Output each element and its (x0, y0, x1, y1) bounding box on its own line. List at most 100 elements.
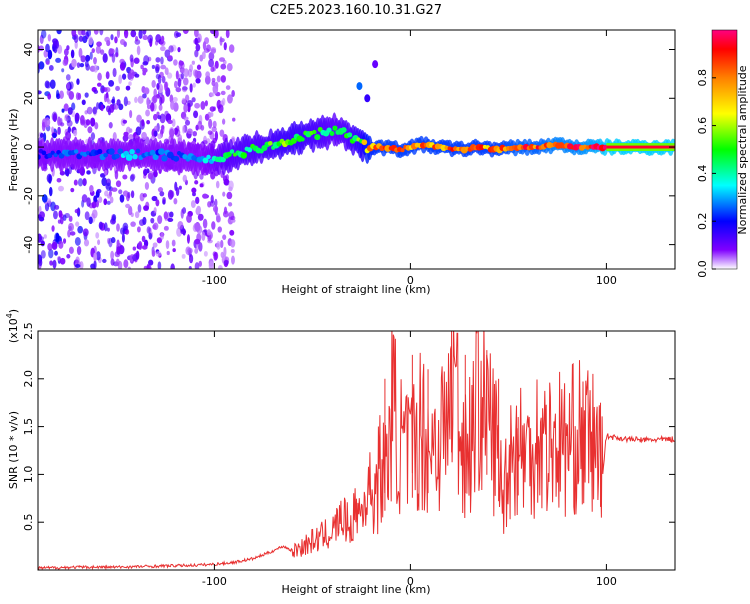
noise-speckle (148, 259, 154, 266)
ridge-core (347, 132, 353, 138)
noise-speckle (212, 251, 217, 257)
noise-speckle (107, 107, 112, 116)
noise-speckle (142, 93, 147, 99)
noise-speckle (208, 260, 214, 269)
noise-speckle (133, 57, 140, 64)
ridge-core (312, 129, 317, 135)
noise-speckle (167, 72, 173, 79)
ridge-core (114, 153, 120, 159)
noise-speckle (52, 132, 57, 139)
noise-speckle (76, 62, 81, 68)
ridge-core (108, 148, 115, 155)
noise-speckle (49, 260, 53, 266)
noise-speckle (147, 172, 154, 180)
noise-speckle (210, 194, 214, 204)
noise-speckle (203, 250, 208, 257)
noise-speckle (194, 238, 201, 245)
noise-speckle (39, 132, 44, 139)
noise-speckle (163, 225, 169, 231)
noise-speckle (57, 126, 61, 135)
noise-speckle (68, 91, 75, 100)
noise-speckle (208, 118, 213, 129)
noise-speckle (39, 211, 45, 219)
noise-speckle (188, 266, 192, 269)
noise-speckle (159, 40, 166, 46)
noise-speckle (191, 187, 197, 193)
noise-speckle (212, 205, 219, 213)
noise-speckle (106, 200, 111, 205)
noise-speckle (191, 97, 196, 103)
noise-speckle (210, 112, 214, 117)
noise-speckle (86, 106, 93, 115)
noise-speckle (151, 79, 156, 88)
noise-speckle (102, 53, 108, 63)
noise-speckle (105, 182, 112, 191)
noise-speckle (102, 258, 107, 263)
noise-speckle (81, 99, 86, 106)
noise-speckle (95, 251, 101, 261)
noise-speckle (177, 46, 181, 53)
noise-speckle (98, 196, 103, 203)
ridge-core (326, 127, 332, 133)
noise-speckle (51, 126, 55, 134)
noise-speckle (125, 85, 131, 91)
noise-speckle (177, 220, 184, 230)
noise-speckle (127, 266, 131, 269)
colorbar-tick-label: 0.2 (696, 212, 709, 230)
spectrogram-ridge-layer (38, 60, 675, 177)
colorbar-ticks: 0.0 0.2 0.4 0.6 0.8 (696, 69, 716, 278)
noise-speckle (147, 34, 153, 44)
noise-speckle (206, 229, 212, 236)
spectrogram-x-axis-label: Height of straight line (km) (281, 283, 430, 296)
noise-speckle (54, 232, 60, 243)
noise-speckle (186, 214, 192, 223)
noise-speckle (62, 214, 67, 221)
noise-speckle (66, 82, 71, 90)
noise-speckle (194, 102, 201, 109)
noise-speckle (192, 82, 196, 88)
noise-speckle (156, 83, 160, 90)
noise-speckle (140, 64, 144, 70)
noise-speckle (93, 57, 97, 65)
noise-speckle (62, 238, 67, 244)
ridge-core (300, 137, 305, 142)
noise-speckle (74, 236, 81, 246)
noise-speckle (219, 129, 225, 137)
noise-speckle (183, 68, 189, 78)
ridge-core (97, 148, 103, 155)
noise-speckle (210, 30, 216, 35)
noise-speckle (48, 248, 54, 259)
snr-multiplier-base: (x10 (7, 318, 20, 343)
ridge-core (103, 152, 108, 158)
noise-speckle (103, 169, 108, 176)
noise-speckle (48, 186, 53, 197)
noise-speckle (163, 211, 169, 220)
noise-speckle (68, 222, 74, 232)
noise-speckle (98, 221, 103, 230)
ridge-core (206, 154, 211, 160)
noise-speckle (123, 30, 129, 39)
noise-speckle (196, 64, 202, 70)
noise-speckle (59, 257, 66, 265)
noise-speckle (216, 240, 221, 250)
noise-speckle (153, 130, 158, 137)
snr-x-tick-label: -100 (202, 575, 227, 588)
noise-speckle (180, 208, 184, 219)
noise-speckle (175, 32, 182, 38)
ridge-core (340, 127, 347, 133)
noise-speckle (110, 250, 115, 260)
noise-speckle (104, 222, 108, 232)
noise-speckle (194, 40, 199, 45)
noise-speckle (44, 202, 50, 212)
ridge-core (58, 152, 65, 159)
colorbar-tick-label: 0.4 (696, 165, 709, 183)
noise-speckle (122, 174, 128, 180)
noise-speckle (210, 92, 215, 97)
spectrogram-y-tick-label: -20 (22, 187, 35, 205)
noise-speckle (52, 40, 58, 48)
noise-speckle (177, 77, 182, 88)
ridge-core (117, 148, 124, 155)
noise-speckle (145, 109, 150, 117)
noise-speckle (127, 134, 134, 140)
noise-speckle (204, 75, 211, 85)
